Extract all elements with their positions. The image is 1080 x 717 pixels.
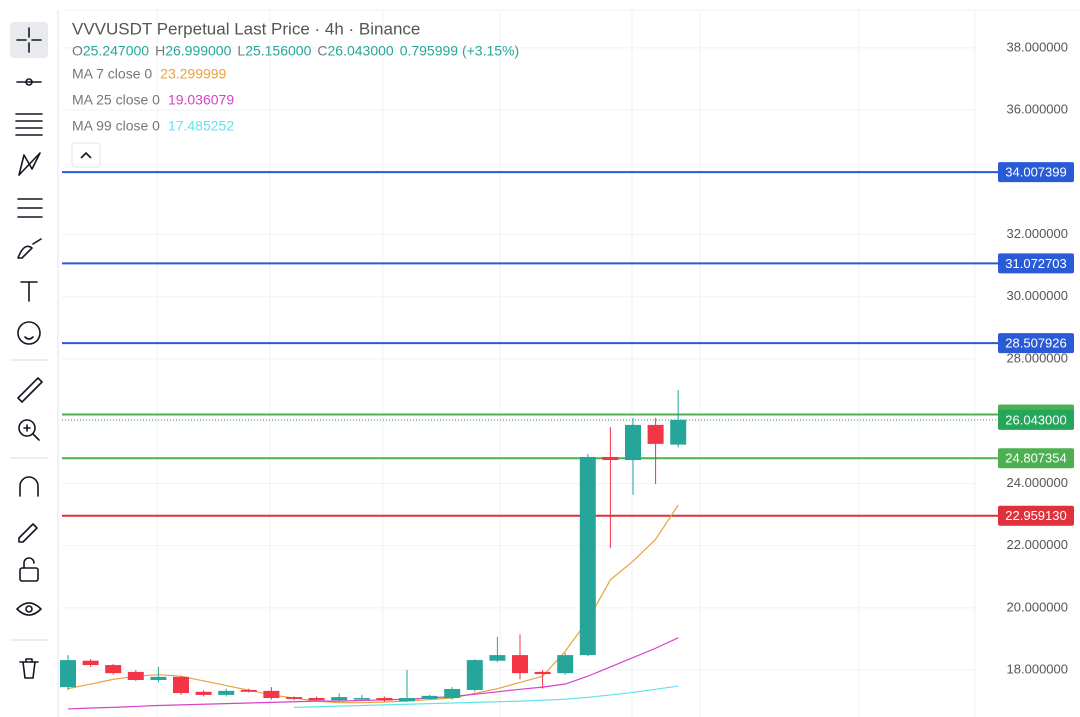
ohlc-value: 25.247000 (83, 43, 149, 59)
y-tick-label: 28.000000 (1007, 350, 1068, 365)
ma-line (293, 685, 679, 708)
collapse-button[interactable] (71, 142, 101, 168)
emoji-tool[interactable] (17, 321, 41, 345)
lock-drawing-tool[interactable] (18, 523, 38, 543)
candle-body (602, 456, 619, 461)
ma-value: 23.299999 (160, 66, 226, 82)
text-tool[interactable] (20, 281, 38, 302)
y-tick-label: 30.000000 (1007, 288, 1068, 303)
candle-body (150, 676, 167, 680)
candle-body (195, 691, 212, 695)
candle-body (376, 698, 393, 701)
grid: 18.000000 20.000000 22.000000 24.000000 26.0… (62, 9, 1080, 717)
lock-shackle (23, 557, 35, 569)
price-line-box (998, 253, 1074, 274)
y-tick-label: 38.000000 (1007, 39, 1068, 54)
candle-body (579, 456, 596, 656)
cross-icon (16, 27, 42, 53)
ohlc-key: L (237, 43, 245, 59)
y-tick-label: 24.000000 (1007, 475, 1068, 490)
y-tick-label: 32.000000 (1007, 226, 1068, 241)
candle-body (466, 660, 483, 690)
ma-value: 19.036079 (168, 92, 234, 108)
ma-name: MA 7 close 0 (72, 66, 152, 82)
cross-tool[interactable] (10, 22, 48, 58)
ohlc-key: H (155, 43, 165, 59)
price-line-box (998, 333, 1074, 354)
ohlc-value: 26.043000 (328, 43, 394, 59)
candle-body (534, 671, 551, 675)
candle-body (670, 419, 687, 445)
y-tick-label: 20.000000 (1007, 599, 1068, 614)
legend: VVVUSDT Perpetual Last Price · 4h · Bina… (71, 19, 519, 168)
price-line-label: 31.072703 (1005, 256, 1066, 271)
emoji-mouth (24, 336, 34, 340)
lock-tool[interactable] (19, 567, 39, 582)
line-tool[interactable] (16, 78, 42, 86)
forecast-tool[interactable] (17, 198, 43, 218)
candle-body (60, 660, 76, 688)
toolbar (10, 10, 59, 717)
ohlc-value: 25.156000 (245, 43, 311, 59)
price-line-label: 34.007399 (1005, 165, 1066, 180)
symbol-title: VVVUSDT Perpetual Last Price · 4h · Bina… (72, 19, 420, 38)
y-tick-label: 36.000000 (1007, 102, 1068, 117)
candle-body (240, 689, 257, 692)
candle-body (512, 655, 528, 674)
change-value: 0.795999 (+3.15%) (400, 43, 519, 59)
candle-body (489, 655, 506, 661)
candle-body (127, 671, 144, 680)
collapse-icon (80, 151, 92, 159)
candle-body (173, 676, 189, 694)
ohlc-key: O (72, 43, 83, 59)
candle-body (105, 665, 122, 674)
last-price-label: 26.043000 (1005, 412, 1066, 427)
candle-body (263, 690, 280, 699)
candle-body (82, 660, 99, 666)
price-line-box (998, 448, 1074, 469)
y-tick-label: 18.000000 (1007, 661, 1068, 676)
eye-pupil (25, 605, 33, 613)
candle-body (625, 424, 641, 461)
price-line-label: 22.959130 (1005, 508, 1066, 523)
zoom-icon (23, 424, 40, 441)
candle-body (218, 690, 235, 695)
ma-name: MA 25 close 0 (72, 92, 160, 108)
delete-tool[interactable] (19, 658, 39, 679)
candle-body (331, 697, 348, 701)
candle-body (399, 698, 415, 702)
brush-tool[interactable] (17, 238, 42, 259)
ruler-tool[interactable] (17, 377, 43, 403)
y-tick-label: 22.000000 (1007, 537, 1068, 552)
ma-name: MA 99 close 0 (72, 118, 160, 134)
candle-body (421, 695, 438, 699)
price-line-label: 28.507926 (1005, 336, 1066, 351)
last-price-box (998, 409, 1074, 430)
ohlc-key: C (317, 43, 327, 59)
candle-body (286, 697, 302, 699)
ma-value: 17.485252 (168, 118, 234, 134)
candle-body (308, 698, 325, 701)
candle-body (557, 655, 574, 674)
ohlc-value: 26.999000 (165, 43, 231, 59)
plot (60, 390, 687, 710)
pattern-tool[interactable] (18, 152, 41, 176)
candle-body (353, 698, 370, 700)
ma-line (67, 504, 679, 704)
magnet-tool[interactable] (19, 476, 39, 497)
fib-tool[interactable] (15, 113, 43, 136)
price-line-label: 24.807354 (1005, 451, 1066, 466)
candle-body (444, 689, 461, 699)
visibility-tool[interactable] (16, 602, 42, 616)
ma-line (67, 637, 679, 710)
zoom-tool[interactable] (18, 419, 36, 437)
price-line-box (998, 162, 1074, 183)
price-line-box (998, 505, 1074, 526)
candle-body (647, 424, 664, 444)
